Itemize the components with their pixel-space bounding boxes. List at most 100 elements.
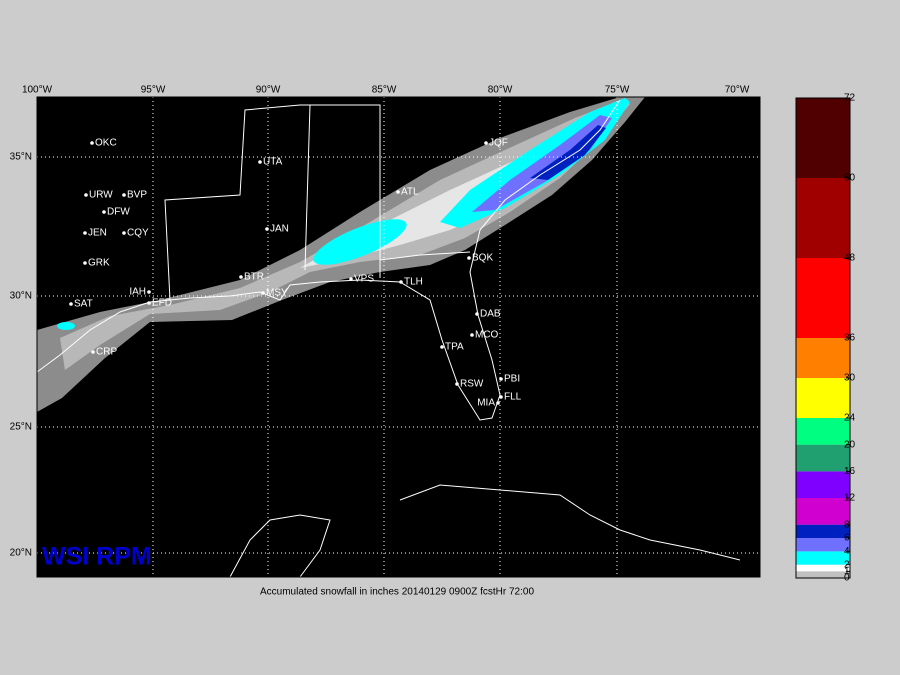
city-dot (455, 382, 459, 386)
city-label: TLH (404, 277, 423, 288)
city-dot (261, 291, 265, 295)
graticule (37, 97, 760, 577)
city-dot (69, 302, 73, 306)
colorbar-label: 20 (844, 439, 856, 450)
colorbar-label: 24 (844, 413, 856, 424)
city-dot (91, 350, 95, 354)
city-dot (470, 333, 474, 337)
city-label: BTR (244, 272, 264, 283)
city-dot (83, 261, 87, 265)
city-label: DFW (107, 207, 130, 218)
city-dot (90, 141, 94, 145)
colorbar-label: 4 (844, 546, 850, 557)
lat-label: 20°N (10, 548, 32, 559)
colorbar-label: 12 (844, 493, 856, 504)
city-dot (147, 290, 151, 294)
city-label: CQY (127, 228, 149, 239)
colorbar-segment (796, 571, 850, 578)
colorbar-label: 72 (844, 93, 856, 104)
caption: Accumulated snowfall in inches 20140129 … (260, 587, 534, 598)
colorbar-segment (796, 524, 850, 538)
city-dot (349, 277, 353, 281)
city-label: MCO (475, 330, 499, 341)
city-label: DAB (480, 309, 501, 320)
colorbar-label: 6 (844, 533, 850, 544)
city-dot (475, 312, 479, 316)
lon-label: 75°W (605, 85, 630, 96)
lat-label: 35°N (10, 152, 32, 163)
city-dot (83, 231, 87, 235)
map-background (37, 97, 760, 577)
colorbar-segment (796, 551, 850, 565)
city-label: CRP (96, 347, 117, 358)
city-dot (467, 256, 471, 260)
colorbar-segment (796, 98, 850, 178)
colorbar-label: 8 (844, 519, 850, 530)
colorbar-segment (796, 418, 850, 445)
colorbar-label: 48 (844, 253, 856, 264)
city-label: RSW (460, 379, 484, 390)
city-label: ATL (401, 187, 419, 198)
city-dot (239, 275, 243, 279)
city-label: MIA (477, 398, 495, 409)
colorbar-segment (796, 444, 850, 472)
city-dot (102, 210, 106, 214)
city-dot (484, 141, 488, 145)
city-label: JQF (489, 138, 508, 149)
colorbar-segment (796, 338, 850, 378)
lon-label: 90°W (256, 85, 281, 96)
city-dot (499, 377, 503, 381)
city-dot (399, 280, 403, 284)
city-label: FLL (504, 392, 522, 403)
colorbar-label: 36 (844, 333, 856, 344)
colorbar-label: 0 (844, 573, 850, 584)
colorbar-label: 2 (844, 559, 850, 570)
city-dot (84, 193, 88, 197)
colorbar-segment (796, 538, 850, 552)
colorbar-segment (796, 471, 850, 498)
colorbar-segment (796, 178, 850, 258)
colorbar-segment (796, 498, 850, 525)
city-label: GRK (88, 258, 110, 269)
colorbar-label: 60 (844, 173, 856, 184)
city-dot (499, 395, 503, 399)
city-label: TPA (445, 342, 464, 353)
lat-label: 30°N (10, 291, 32, 302)
city-label: UTA (263, 157, 283, 168)
colorbar-label: 16 (844, 466, 856, 477)
lon-label: 70°W (725, 85, 750, 96)
city-label: MSY (266, 288, 288, 299)
city-label: IAH (129, 287, 146, 298)
brand: WSI RPM (42, 543, 152, 571)
city-label: SAT (74, 299, 93, 310)
colorbar-segment (796, 378, 850, 418)
city-dot (265, 227, 269, 231)
colorbar-segment (796, 564, 850, 572)
lon-label: 95°W (141, 85, 166, 96)
city-label: BVP (127, 190, 147, 201)
city-dot (440, 345, 444, 349)
city-label: BQK (472, 253, 493, 264)
lon-label: 85°W (372, 85, 397, 96)
city-label: JEN (88, 228, 107, 239)
snow-field (37, 97, 645, 412)
colorbar-label: 30 (844, 373, 856, 384)
lat-label: 25°N (10, 422, 32, 433)
city-dot (122, 231, 126, 235)
coastline (36, 99, 741, 578)
city-label: URW (89, 190, 113, 201)
city-label: EFD (152, 298, 172, 309)
city-dot (396, 190, 400, 194)
city-label: JAN (270, 224, 289, 235)
city-dot (147, 301, 151, 305)
city-dot (258, 160, 262, 164)
colorbar-label: 1 (844, 566, 850, 577)
city-dot (122, 193, 126, 197)
lon-label: 80°W (488, 85, 513, 96)
lon-label: 100°W (22, 85, 53, 96)
city-dot (496, 401, 500, 405)
colorbar-segment (796, 258, 850, 338)
city-label: VPS (354, 274, 374, 285)
